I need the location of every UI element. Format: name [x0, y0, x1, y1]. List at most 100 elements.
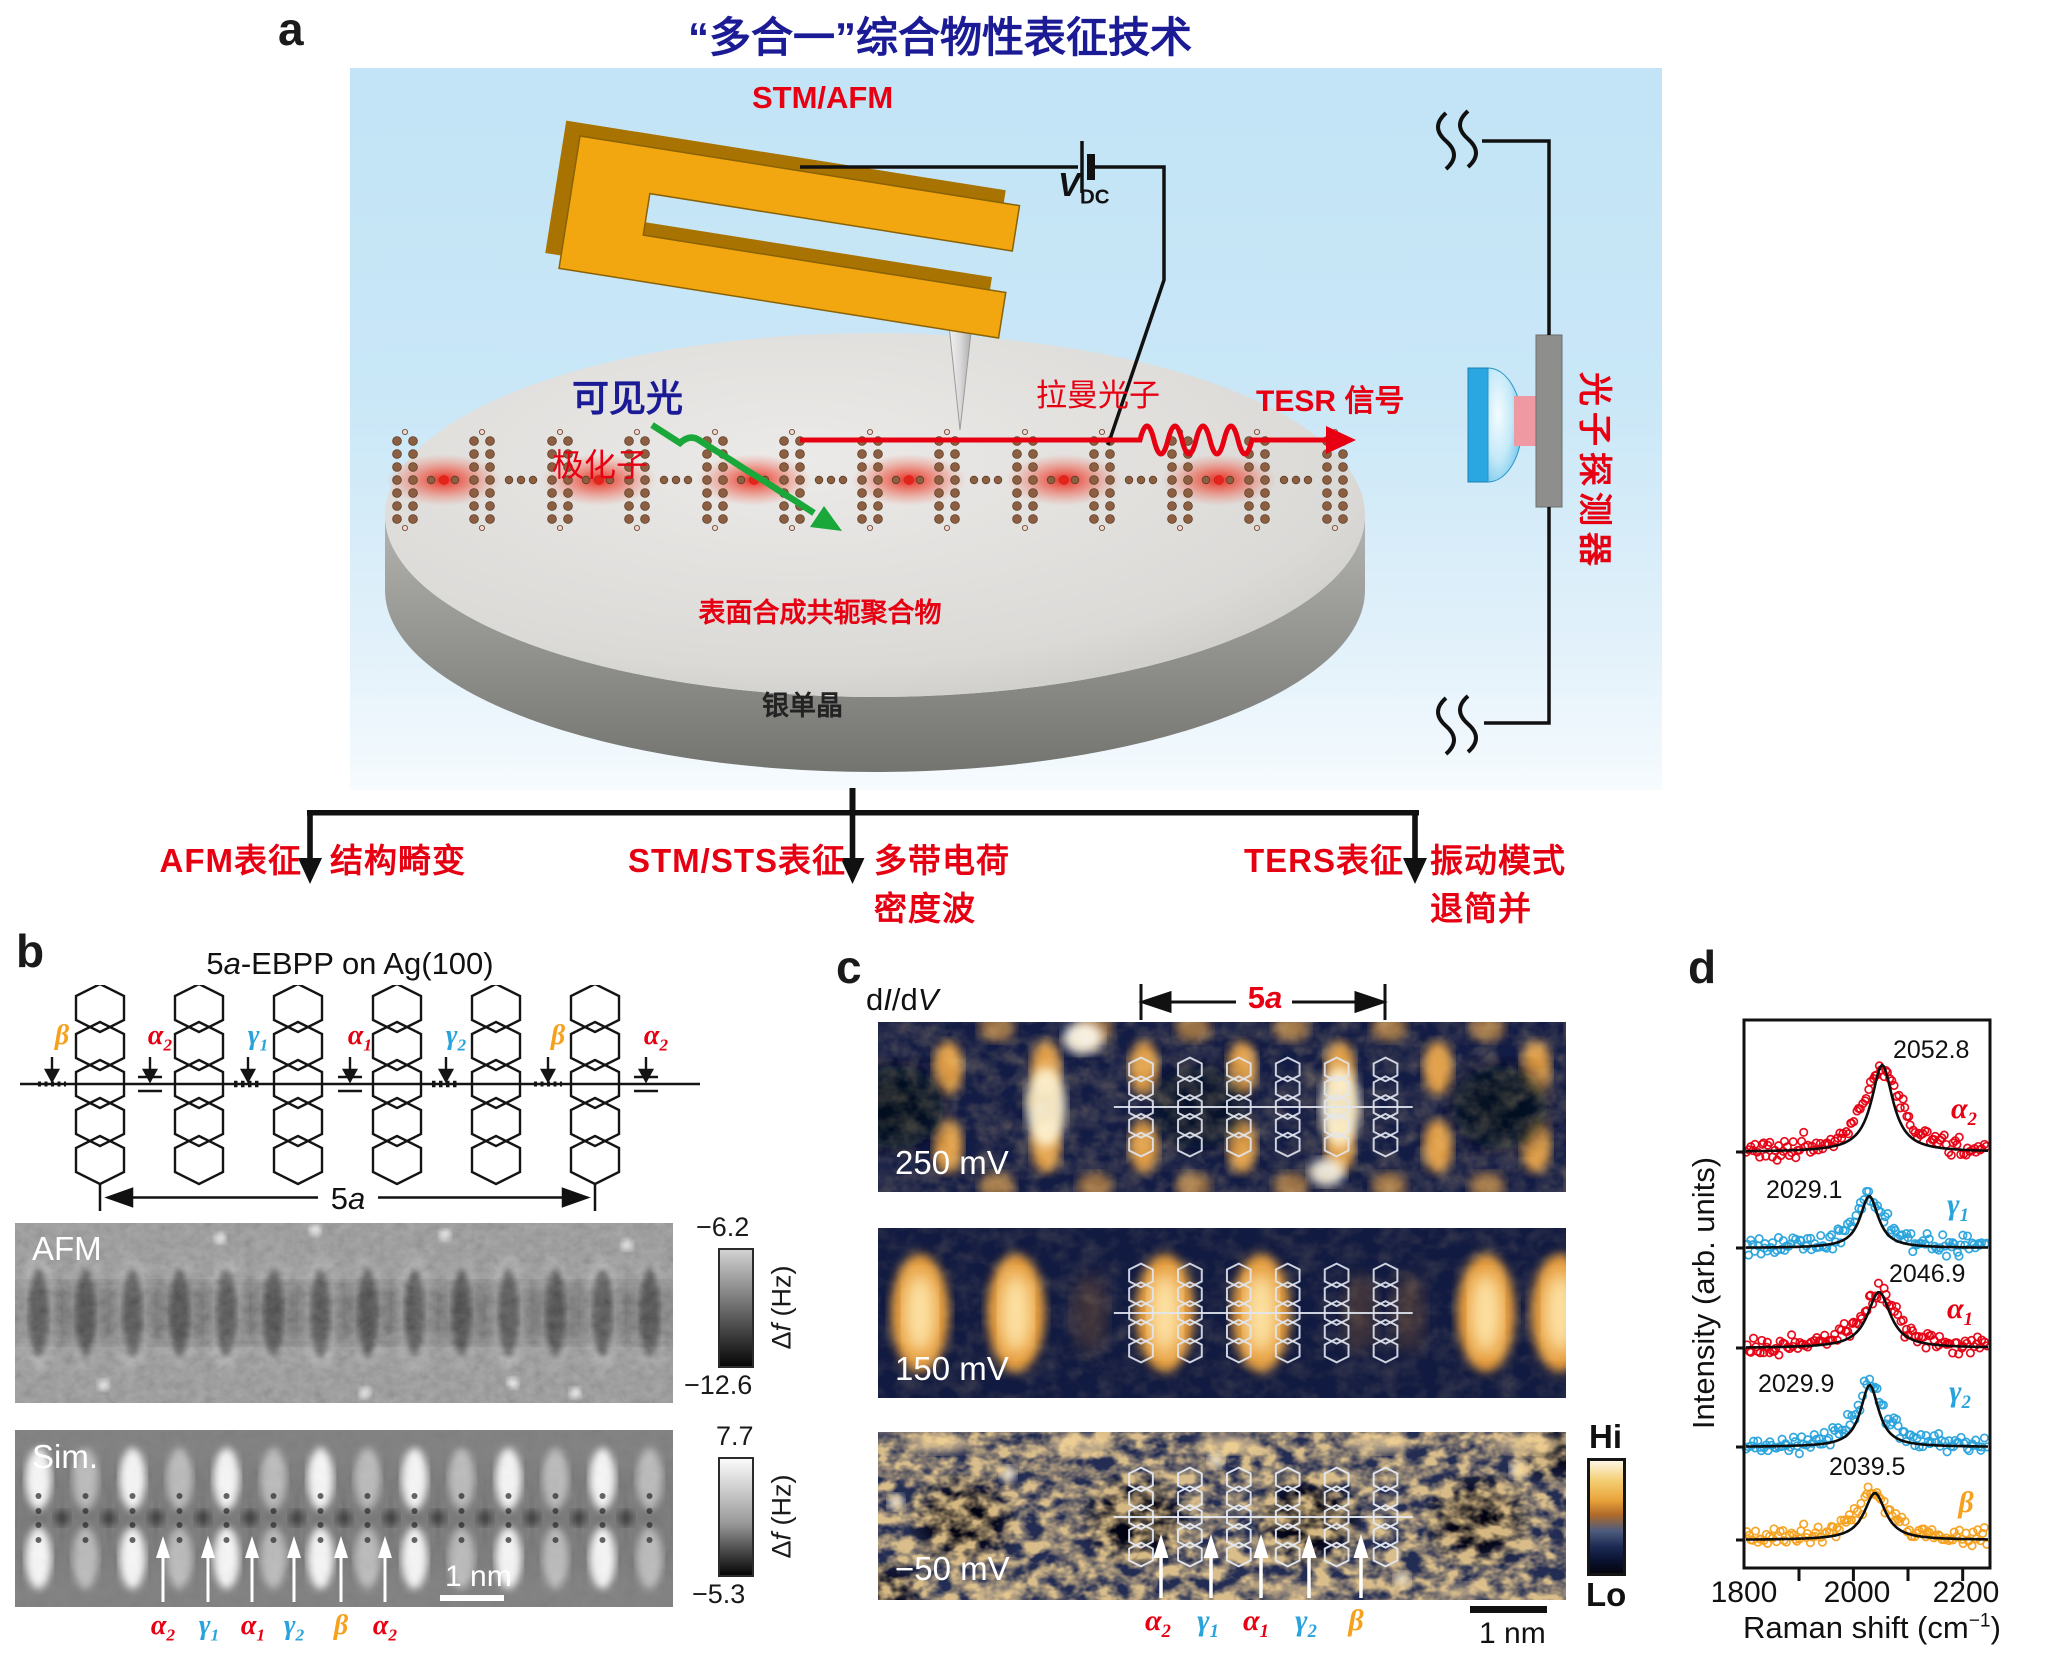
polymer-chain: [392, 428, 1348, 532]
substrate-label: 银单晶: [762, 691, 843, 721]
spectrum-series-gamma2: [1741, 1374, 1992, 1459]
bond-label: α2: [643, 1020, 669, 1055]
tesr-signal-label: TESR 信号: [1256, 385, 1405, 418]
photon-detector: [1467, 334, 1563, 508]
detector-wires: [1436, 109, 1551, 756]
panel-b-label: b: [16, 925, 45, 977]
bond-label: β: [550, 1020, 566, 1051]
raman-spectra-plot: [1736, 1018, 1992, 1581]
d-xtick-2000: 2000: [1823, 1576, 1891, 1609]
afm-image: [15, 1223, 673, 1403]
bond-label: β: [54, 1020, 70, 1051]
afm-colorbar-max: −6.2: [696, 1212, 750, 1242]
flow-ters-result-2: 退简并: [1430, 890, 1532, 927]
afm-colorbar-unit: Δf (Hz): [766, 1265, 797, 1350]
bond-label: α2: [1951, 1092, 1977, 1130]
flow-stm-result-1: 多带电荷: [874, 842, 1010, 879]
photon-detector-label: 光子探测器: [1575, 372, 1613, 572]
raman-wave-arrow: [800, 423, 1356, 457]
flow-stm-method: STM/STS表征: [628, 842, 847, 879]
bond-label: γ2: [1949, 1375, 1971, 1413]
map1-bias: 250 mV: [895, 1144, 1009, 1181]
raman-photon-label: 拉曼光子: [1036, 378, 1160, 413]
bond-label: α2: [372, 1610, 398, 1645]
peak-value-label: 2029.1: [1766, 1176, 1843, 1204]
bond-label: β: [1348, 1604, 1364, 1637]
setup-schematic-box: [350, 68, 1662, 790]
setup-scene: [385, 109, 1563, 772]
bond-label: β: [1958, 1486, 1974, 1519]
bond-label: γ1: [1947, 1188, 1969, 1226]
spectrum-series-alpha1: [1742, 1278, 1992, 1360]
sim-scalebar-label: 1 nm: [445, 1560, 512, 1593]
bond-label: γ1: [247, 1020, 269, 1055]
map2-bias: 150 mV: [895, 1350, 1009, 1387]
sim-colorbar-max: 7.7: [716, 1421, 754, 1451]
bond-label: α1: [1243, 1604, 1269, 1642]
bond-label: α1: [240, 1610, 266, 1645]
panel-a-label: a: [278, 3, 304, 55]
bond-label: α1: [347, 1020, 373, 1055]
sim-colorbar-unit: Δf (Hz): [766, 1474, 797, 1559]
spectrum-series-beta: [1742, 1482, 1992, 1551]
panel-d-label: d: [1688, 941, 1717, 993]
c-scalebar: [1470, 1606, 1547, 1613]
visible-light-arrow: [650, 422, 842, 531]
bond-label: α2: [150, 1610, 176, 1645]
peak-value-label: 2039.5: [1829, 1453, 1906, 1481]
silver-crystal-disc: [385, 333, 1365, 772]
bond-label: γ2: [445, 1020, 467, 1055]
b-unit-span-label: 5a: [330, 1181, 366, 1216]
afm-tag: AFM: [32, 1230, 102, 1267]
visible-light-label: 可见光: [572, 378, 683, 419]
d-xtick-1800: 1800: [1710, 1576, 1778, 1609]
didv-map-150mV: [878, 1228, 1566, 1398]
flow-ters-method: TERS表征: [1243, 842, 1404, 879]
bond-label: α2: [147, 1020, 173, 1055]
figure-title: “多合一”综合物性表征技术: [687, 14, 1192, 61]
unit-cell-dimension: [98, 1184, 597, 1211]
flow-ters-result-1: 振动模式: [1430, 842, 1566, 879]
d-ylabel: Intensity (arb. units): [1686, 1156, 1721, 1430]
panel-b-title: 5a-EBPP on Ag(100): [206, 946, 494, 981]
spectrum-series-gamma1: [1742, 1186, 1992, 1261]
didv-map-minus50mV: [878, 1432, 1566, 1600]
c-colorbar-min: Lo: [1586, 1576, 1627, 1613]
d-xtick-2200: 2200: [1932, 1576, 2000, 1609]
bond-label: γ1: [1197, 1604, 1219, 1642]
polaron-label: 极化子: [552, 447, 649, 483]
c-unit-cell-dimension: [1138, 984, 1388, 1020]
spectrum-series-alpha2: [1741, 1061, 1991, 1165]
sim-scalebar: [440, 1595, 504, 1601]
peak-value-label: 2029.9: [1758, 1370, 1835, 1398]
map3-bias: −50 mV: [895, 1550, 1010, 1587]
bond-label: α2: [1145, 1604, 1171, 1642]
peak-value-label: 2052.8: [1893, 1036, 1970, 1064]
map3-bond-arrows: [1153, 1534, 1369, 1598]
c-colorbar-max: Hi: [1589, 1418, 1622, 1455]
afm-colorbar: [718, 1248, 754, 1368]
didv-map-250mV: [878, 1022, 1566, 1192]
sim-bond-arrows: [156, 1536, 392, 1602]
flow-afm-result: 结构畸变: [330, 842, 466, 879]
d-xlabel: Raman shift (cm−1): [1743, 1610, 2001, 1645]
bond-label: γ2: [1295, 1604, 1317, 1642]
bias-circuit-wire: [800, 141, 1166, 446]
stm-afm-label: STM/AFM: [752, 80, 894, 115]
c-scalebar-label: 1 nm: [1479, 1617, 1546, 1650]
peak-value-label: 2046.9: [1889, 1260, 1966, 1288]
sim-image: [15, 1430, 673, 1607]
c-unit-span-label: 5a: [1247, 980, 1283, 1015]
panel-c-label: c: [836, 941, 862, 993]
didv-label: dI/dV: [866, 982, 939, 1017]
flow-stm-result-2: 密度波: [874, 890, 976, 927]
c-colorbar: [1587, 1458, 1626, 1576]
chemical-structure: [20, 985, 700, 1211]
sim-colorbar: [718, 1457, 754, 1577]
afm-colorbar-min: −12.6: [684, 1370, 753, 1400]
bond-label: α1: [1947, 1292, 1973, 1330]
sim-tag: Sim.: [32, 1438, 98, 1475]
bias-voltage-label: VDC: [1058, 166, 1110, 209]
bond-label: β: [333, 1610, 349, 1641]
